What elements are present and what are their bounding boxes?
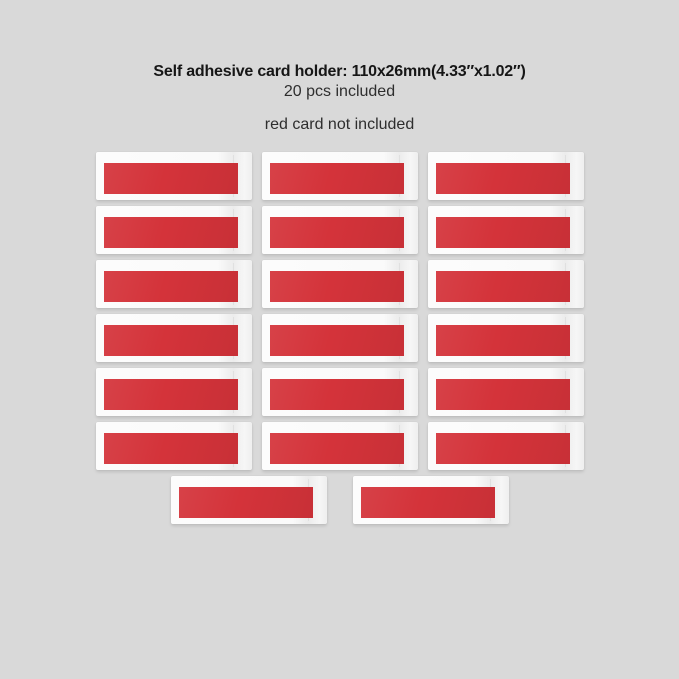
red-card: [435, 271, 570, 302]
card-holder: [261, 422, 418, 470]
card-holder: [261, 314, 418, 362]
card-holder: [95, 260, 252, 308]
red-card: [103, 433, 238, 464]
card-holder: [95, 422, 252, 470]
card-holder: [95, 206, 252, 254]
red-card: [103, 217, 238, 248]
red-card: [178, 487, 313, 518]
red-card: [435, 379, 570, 410]
card-holder: [427, 314, 584, 362]
red-card: [269, 271, 404, 302]
red-card: [269, 217, 404, 248]
card-holder-grid: [0, 152, 679, 530]
red-card: [360, 487, 495, 518]
red-card: [269, 379, 404, 410]
holder-row: [0, 206, 679, 254]
card-holder: [261, 152, 418, 200]
red-card: [435, 163, 570, 194]
red-card: [269, 433, 404, 464]
red-card: [103, 271, 238, 302]
card-holder: [95, 314, 252, 362]
red-card: [435, 325, 570, 356]
product-title: Self adhesive card holder: 110x26mm(4.33…: [153, 63, 526, 80]
red-card: [435, 217, 570, 248]
card-holder: [95, 368, 252, 416]
red-card: [269, 163, 404, 194]
holder-row: [0, 422, 679, 470]
card-holder: [427, 368, 584, 416]
red-card: [269, 325, 404, 356]
card-holder: [427, 152, 584, 200]
card-holder: [170, 476, 327, 524]
card-holder: [261, 260, 418, 308]
product-description: Self adhesive card holder: 110x26mm(4.33…: [0, 62, 679, 135]
holder-row: [0, 314, 679, 362]
red-card: [103, 163, 238, 194]
red-card: [103, 325, 238, 356]
holder-row: [0, 368, 679, 416]
pcs-count-text: 20 pcs included: [283, 83, 396, 100]
card-holder: [427, 422, 584, 470]
red-card: [435, 433, 570, 464]
red-card-note: red card not included: [264, 116, 415, 133]
card-holder: [95, 152, 252, 200]
red-card: [103, 379, 238, 410]
card-holder: [427, 260, 584, 308]
holder-row: [0, 476, 679, 524]
card-holder: [261, 368, 418, 416]
holder-row: [0, 152, 679, 200]
card-holder: [261, 206, 418, 254]
holder-row: [0, 260, 679, 308]
card-holder: [427, 206, 584, 254]
card-holder: [352, 476, 509, 524]
